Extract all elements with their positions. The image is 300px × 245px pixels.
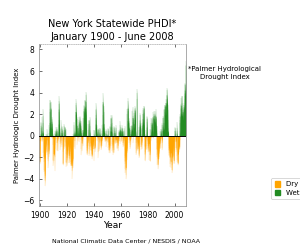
Text: *Palmer Hydrological
Drought Index: *Palmer Hydrological Drought Index — [188, 66, 262, 80]
X-axis label: Year: Year — [103, 221, 122, 230]
Legend: Dry Spell, Wet Spell: Dry Spell, Wet Spell — [272, 178, 300, 199]
Text: National Climatic Data Center / NESDIS / NOAA: National Climatic Data Center / NESDIS /… — [52, 239, 200, 244]
Y-axis label: Palmer Hydrologic Drought Index: Palmer Hydrologic Drought Index — [14, 67, 20, 183]
Title: New York Statewide PHDI*
January 1900 - June 2008: New York Statewide PHDI* January 1900 - … — [48, 19, 177, 42]
